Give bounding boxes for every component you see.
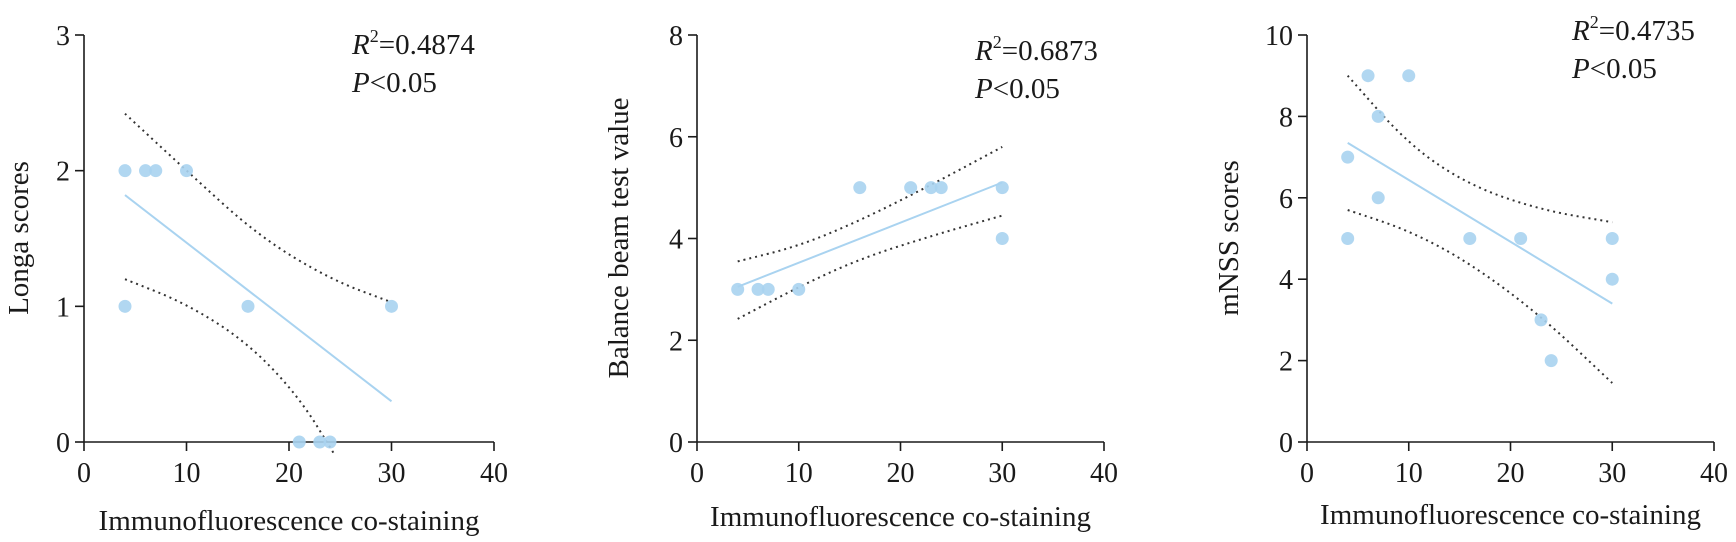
data-point [1544, 354, 1558, 368]
y-tick-label: 4 [1279, 265, 1293, 296]
confidence-band-lower [1347, 209, 1613, 384]
y-tick-label: 2 [56, 157, 70, 188]
x-tick-label: 10 [173, 458, 201, 489]
data-point [1534, 313, 1548, 327]
data-point [241, 299, 255, 313]
y-tick-label: 8 [669, 21, 683, 52]
data-point [924, 181, 938, 195]
data-point [1361, 69, 1375, 83]
regression-line [124, 194, 393, 403]
x-tick-label: 30 [988, 458, 1016, 489]
data-point [1463, 232, 1477, 245]
confidence-band-upper [737, 146, 1003, 263]
x-tick-label: 20 [887, 458, 915, 489]
data-point [1371, 109, 1385, 123]
y-tick-label: 6 [1279, 184, 1293, 215]
p-value-label: P<0.05 [1571, 53, 1657, 85]
y-tick-label: 0 [56, 428, 70, 459]
y-axis-label: Longa scores [3, 161, 35, 315]
y-axis-label: Balance beam test value [603, 97, 635, 378]
y-tick-label: 0 [1279, 428, 1293, 459]
confidence-band-upper [124, 112, 392, 304]
x-tick-label: 30 [378, 458, 406, 489]
x-tick-label: 40 [480, 458, 508, 489]
data-point [1341, 232, 1355, 245]
data-point [1371, 191, 1385, 205]
data-point [1402, 69, 1416, 83]
y-tick-label: 4 [669, 225, 683, 256]
data-point [934, 181, 948, 195]
y-tick-label: 3 [56, 21, 70, 52]
data-point [995, 232, 1009, 245]
data-point [385, 299, 398, 313]
data-point [792, 282, 806, 296]
x-tick-label: 0 [690, 458, 704, 489]
data-point [853, 181, 867, 195]
x-tick-label: 10 [1395, 458, 1423, 489]
y-tick-label: 2 [1279, 347, 1293, 378]
data-point [904, 181, 918, 195]
data-point [751, 282, 765, 296]
r-squared-label: R2=0.4735 [1571, 12, 1695, 47]
data-point [118, 299, 132, 313]
data-point [1605, 272, 1619, 286]
regression-line [737, 181, 1003, 288]
confidence-band-upper [1346, 75, 1613, 224]
chart-panel-3: 0 2 4 6 8 10 0 10 20 30 40 Immunofluorescence co-st… [1213, 12, 1728, 531]
x-tick-label: 40 [1700, 458, 1728, 489]
r-squared-label: R2=0.4874 [351, 26, 475, 61]
y-tick-label: 0 [669, 428, 683, 459]
confidence-band-lower [124, 278, 336, 457]
y-tick-label: 6 [669, 123, 683, 154]
x-tick-label: 20 [1497, 458, 1525, 489]
data-point [761, 282, 775, 296]
data-point [313, 435, 327, 449]
x-tick-label: 40 [1090, 458, 1118, 489]
data-point [139, 164, 152, 178]
r-squared-label: R2=0.6873 [974, 32, 1098, 67]
p-value-label: P<0.05 [351, 67, 437, 99]
chart-panel-2: 0 2 4 6 8 0 10 20 30 40 Immunofluorescence co-stai… [603, 21, 1118, 533]
x-tick-label: 20 [275, 458, 303, 489]
x-tick-label: 0 [1300, 458, 1314, 489]
x-axis-label: Immunofluorescence co-staining [1320, 499, 1701, 531]
data-point [149, 164, 163, 178]
data-point [1514, 232, 1528, 245]
data-point [323, 435, 337, 449]
regression-line [1347, 142, 1613, 305]
p-value-label: P<0.05 [974, 73, 1060, 105]
x-tick-label: 30 [1598, 458, 1626, 489]
x-axis-label: Immunofluorescence co-staining [710, 501, 1091, 533]
y-tick-label: 2 [669, 326, 683, 357]
data-point [1341, 150, 1355, 164]
y-tick-label: 1 [56, 292, 70, 323]
data-point [995, 181, 1009, 195]
data-point [118, 164, 132, 178]
y-tick-label: 10 [1265, 21, 1293, 52]
y-tick-label: 8 [1279, 102, 1293, 133]
x-axis-label: Immunofluorescence co-staining [99, 505, 480, 537]
y-axis-label: mNSS scores [1213, 160, 1245, 315]
data-point [180, 164, 193, 178]
confidence-band-lower [737, 214, 1003, 320]
x-tick-label: 10 [785, 458, 813, 489]
x-tick-label: 0 [77, 458, 91, 489]
data-point [292, 435, 306, 449]
data-point [1605, 232, 1619, 245]
data-point [731, 282, 745, 296]
